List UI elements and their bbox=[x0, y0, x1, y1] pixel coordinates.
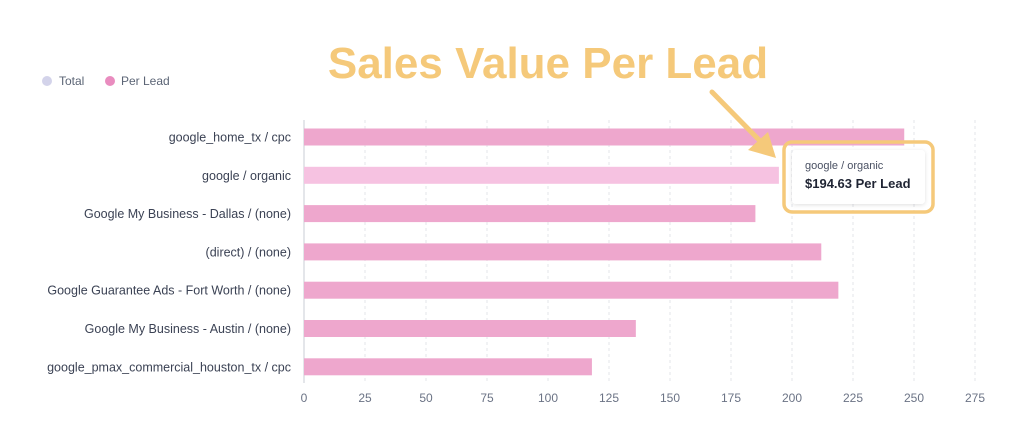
x-tick-label: 125 bbox=[599, 391, 619, 405]
x-tick-label: 225 bbox=[843, 391, 863, 405]
x-tick-label: 25 bbox=[358, 391, 372, 405]
tooltip: google / organic $194.63 Per Lead bbox=[782, 140, 935, 214]
bar[interactable] bbox=[304, 243, 822, 261]
legend-dot-per-lead bbox=[105, 76, 115, 86]
legend-item-total[interactable]: Total bbox=[42, 74, 84, 88]
x-tick-label: 275 bbox=[965, 391, 985, 405]
legend-item-per-lead[interactable]: Per Lead bbox=[105, 74, 170, 88]
legend: Total Per Lead bbox=[42, 74, 170, 88]
x-axis-ticks: 0 25 50 75 100 125 150 175 200 225 250 275 bbox=[301, 391, 986, 405]
x-tick-label: 100 bbox=[538, 391, 558, 405]
x-tick-label: 250 bbox=[904, 391, 924, 405]
tooltip-box bbox=[792, 150, 925, 204]
tooltip-value: $194.63 Per Lead bbox=[805, 176, 911, 191]
tooltip-highlight-outline bbox=[782, 140, 935, 214]
bar[interactable] bbox=[304, 358, 592, 376]
category-label: Google Guarantee Ads - Fort Worth / (non… bbox=[47, 284, 291, 298]
bar[interactable] bbox=[304, 320, 636, 337]
category-label: (direct) / (none) bbox=[206, 245, 291, 259]
category-label: google_pmax_commercial_houston_tx / cpc bbox=[47, 360, 291, 374]
x-tick-label: 0 bbox=[301, 391, 308, 405]
bar[interactable] bbox=[304, 281, 839, 299]
x-tick-label: 200 bbox=[782, 391, 802, 405]
legend-label-total: Total bbox=[59, 74, 84, 88]
bar[interactable] bbox=[304, 205, 756, 223]
x-tick-label: 75 bbox=[480, 391, 494, 405]
category-labels: google_home_tx / cpc google / organic Goog… bbox=[47, 131, 291, 375]
x-tick-label: 175 bbox=[721, 391, 741, 405]
category-label: google_home_tx / cpc bbox=[169, 131, 291, 145]
category-label: Google My Business - Austin / (none) bbox=[85, 322, 291, 336]
x-tick-label: 150 bbox=[660, 391, 680, 405]
bar[interactable] bbox=[304, 166, 779, 184]
category-label: Google My Business - Dallas / (none) bbox=[84, 207, 291, 221]
legend-label-per-lead: Per Lead bbox=[121, 74, 170, 88]
tooltip-category: google / organic bbox=[805, 160, 884, 172]
legend-dot-total bbox=[42, 76, 52, 86]
annotation-arrow bbox=[709, 89, 776, 158]
arrow-shaft bbox=[709, 89, 768, 149]
category-label: google / organic bbox=[202, 169, 291, 183]
x-tick-label: 50 bbox=[419, 391, 433, 405]
arrow-head bbox=[748, 132, 776, 158]
headline-annotation: Sales Value Per Lead bbox=[328, 39, 768, 88]
